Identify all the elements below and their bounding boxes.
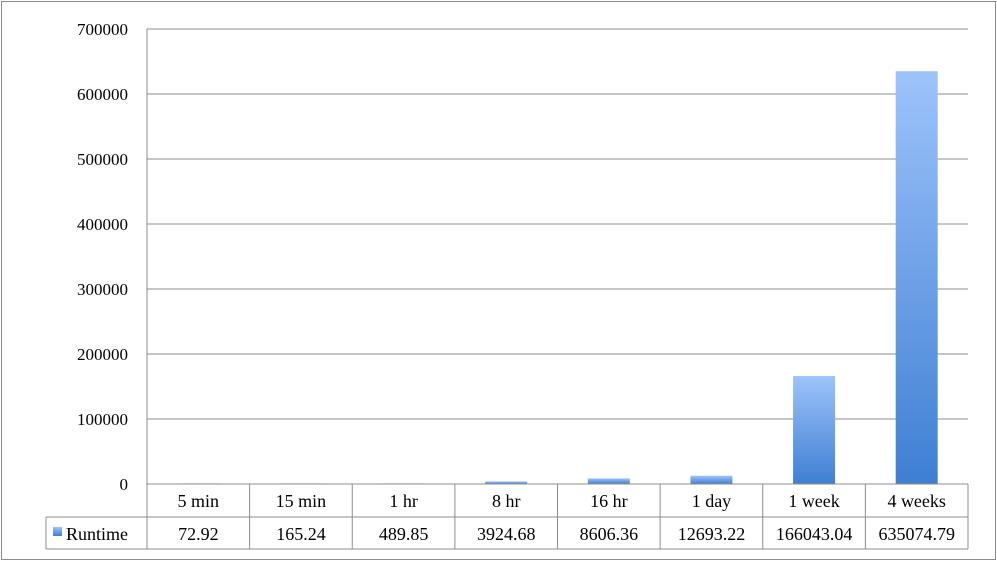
x-tick-label: 5 min xyxy=(178,491,220,511)
data-label: 72.92 xyxy=(178,524,219,544)
y-tick-label: 300000 xyxy=(77,280,128,299)
data-label: 489.85 xyxy=(379,524,429,544)
data-label: 166043.04 xyxy=(776,524,853,544)
y-tick-label: 700000 xyxy=(77,20,128,39)
y-tick-label: 500000 xyxy=(77,150,128,169)
x-tick-label: 1 day xyxy=(692,491,732,511)
bar xyxy=(895,71,938,484)
y-tick-label: 0 xyxy=(120,475,129,494)
y-tick-label: 200000 xyxy=(77,345,128,364)
data-label: 8606.36 xyxy=(580,524,639,544)
y-tick-label: 400000 xyxy=(77,215,128,234)
y-tick-label: 100000 xyxy=(77,410,128,429)
data-label: 165.24 xyxy=(276,524,326,544)
bar xyxy=(690,475,733,484)
legend-swatch xyxy=(53,527,62,536)
grid-lines xyxy=(146,28,968,484)
x-tick-label: 1 hr xyxy=(389,491,418,511)
data-label: 12693.22 xyxy=(678,524,746,544)
y-tick-label: 600000 xyxy=(77,85,128,104)
x-tick-label: 16 hr xyxy=(590,491,628,511)
data-table: 5 min 15 min 1 hr 8 hr 16 hr 1 day 1 week 4 wee… xyxy=(45,483,969,550)
x-tick-label: 1 week xyxy=(788,491,839,511)
x-tick-label: 8 hr xyxy=(492,491,521,511)
y-axis-ticks: 0 100000 200000 300000 400000 500000 600000 700… xyxy=(77,20,128,494)
legend-label: Runtime xyxy=(66,524,128,544)
bars xyxy=(177,71,938,484)
bar xyxy=(485,481,528,484)
bar xyxy=(793,376,836,484)
x-tick-label: 15 min xyxy=(276,491,327,511)
data-label: 635074.79 xyxy=(878,524,955,544)
bar xyxy=(587,478,630,484)
x-tick-label: 4 weeks xyxy=(887,491,945,511)
data-label: 3924.68 xyxy=(477,524,536,544)
